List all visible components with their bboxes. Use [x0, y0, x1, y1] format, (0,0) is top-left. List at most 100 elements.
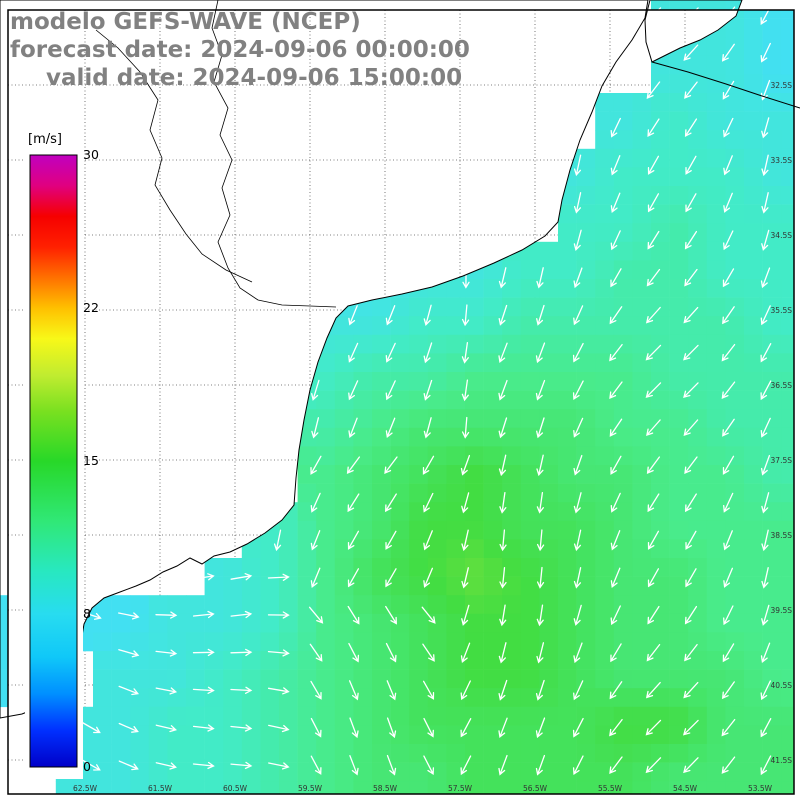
wind-cell: [260, 762, 280, 782]
wind-cell: [613, 260, 633, 280]
wind-cell: [316, 558, 336, 577]
wind-cell: [316, 372, 336, 391]
wind-arrow: [310, 455, 322, 475]
wind-cell: [520, 725, 540, 745]
wind-arrow: [610, 567, 621, 589]
wind-cell: [427, 427, 447, 447]
wind-cell: [651, 427, 670, 447]
wind-cell: [651, 781, 670, 794]
wind-cell: [483, 632, 503, 652]
wind-cell: [725, 762, 745, 782]
wind-cell: [558, 260, 577, 280]
wind-cell: [446, 353, 466, 373]
wind-cell: [669, 37, 689, 57]
wind-arrow: [498, 717, 508, 739]
wind-arrow: [498, 342, 508, 364]
wind-cell: [781, 427, 794, 447]
wind-cell: [725, 93, 745, 112]
wind-arrow: [647, 493, 660, 513]
wind-cell: [167, 613, 187, 633]
wind-cell: [725, 576, 745, 596]
wind-cell: [167, 744, 187, 763]
wind-cell: [372, 669, 391, 689]
wind-cell: [223, 632, 243, 652]
wind-cell: [353, 669, 373, 689]
wind-cell: [167, 725, 187, 745]
wind-cell: [334, 558, 354, 577]
wind-cell: [483, 334, 503, 354]
wind-cell: [483, 558, 503, 577]
wind-cell: [706, 762, 726, 782]
wind-cell: [651, 520, 670, 540]
wind-arrow: [348, 380, 359, 401]
wind-cell: [427, 781, 447, 794]
wind-cell: [297, 706, 317, 726]
colorbar-gradient: [29, 154, 78, 768]
wind-arrow: [685, 155, 697, 175]
wind-cell: [241, 669, 261, 689]
wind-arrow: [423, 530, 433, 551]
wind-cell: [762, 18, 782, 38]
wind-cell: [446, 279, 466, 298]
wind-cell: [260, 669, 280, 689]
wind-cell: [520, 372, 540, 391]
wind-cell: [316, 241, 336, 261]
wind-arrow: [347, 493, 360, 513]
wind-arrow: [310, 530, 321, 551]
wind-cell: [595, 390, 615, 410]
wind-cell: [595, 651, 615, 670]
wind-cell: [279, 632, 298, 652]
wind-cell: [725, 446, 745, 466]
wind-cell: [130, 688, 150, 708]
wind-cell: [520, 632, 540, 652]
wind-arrow: [118, 722, 139, 733]
wind-cell: [762, 37, 782, 57]
wind-cell: [427, 576, 447, 596]
wind-arrow: [309, 643, 323, 662]
wind-cell: [372, 241, 391, 261]
wind-cell: [465, 260, 484, 280]
wind-cell: [744, 148, 763, 168]
wind-cell: [93, 725, 112, 745]
wind-cell: [502, 613, 522, 633]
wind-cell: [651, 465, 670, 484]
wind-cell: [372, 781, 391, 794]
wind-cell: [613, 781, 633, 794]
wind-cell: [576, 148, 596, 168]
wind-cell: [353, 465, 373, 484]
wind-cell: [781, 613, 794, 633]
wind-cell: [334, 520, 354, 540]
wind-arrow: [422, 455, 435, 475]
wind-cell: [706, 725, 726, 745]
wind-cell: [334, 613, 354, 633]
wind-cell: [613, 744, 633, 763]
wind-cell: [148, 651, 168, 670]
wind-cell: [706, 613, 726, 633]
wind-cell: [595, 706, 615, 726]
wind-cell: [744, 111, 763, 131]
wind-cell: [186, 725, 205, 745]
wind-arrow: [192, 573, 215, 581]
wind-cell: [595, 372, 615, 391]
wind-cell: [781, 595, 794, 615]
wind-cell: [539, 688, 559, 708]
wind-arrow: [573, 229, 582, 251]
colorbar-unit-label: [m/s]: [28, 132, 62, 147]
wind-cell: [260, 781, 280, 794]
wind-cell: [390, 483, 410, 503]
wind-cell: [297, 502, 317, 522]
wind-cell: [558, 706, 577, 726]
wind-cell: [241, 502, 261, 522]
wind-cell: [334, 316, 354, 336]
wind-cell: [576, 539, 596, 559]
wind-cell: [372, 260, 391, 280]
wind-arrow: [384, 456, 398, 475]
wind-cell: [316, 279, 336, 298]
wind-cell: [427, 725, 447, 745]
wind-cell: [483, 613, 503, 633]
wind-arrow: [761, 229, 770, 251]
wind-arrow: [267, 649, 290, 657]
wind-arrow: [348, 642, 360, 663]
wind-arrow: [422, 680, 435, 700]
